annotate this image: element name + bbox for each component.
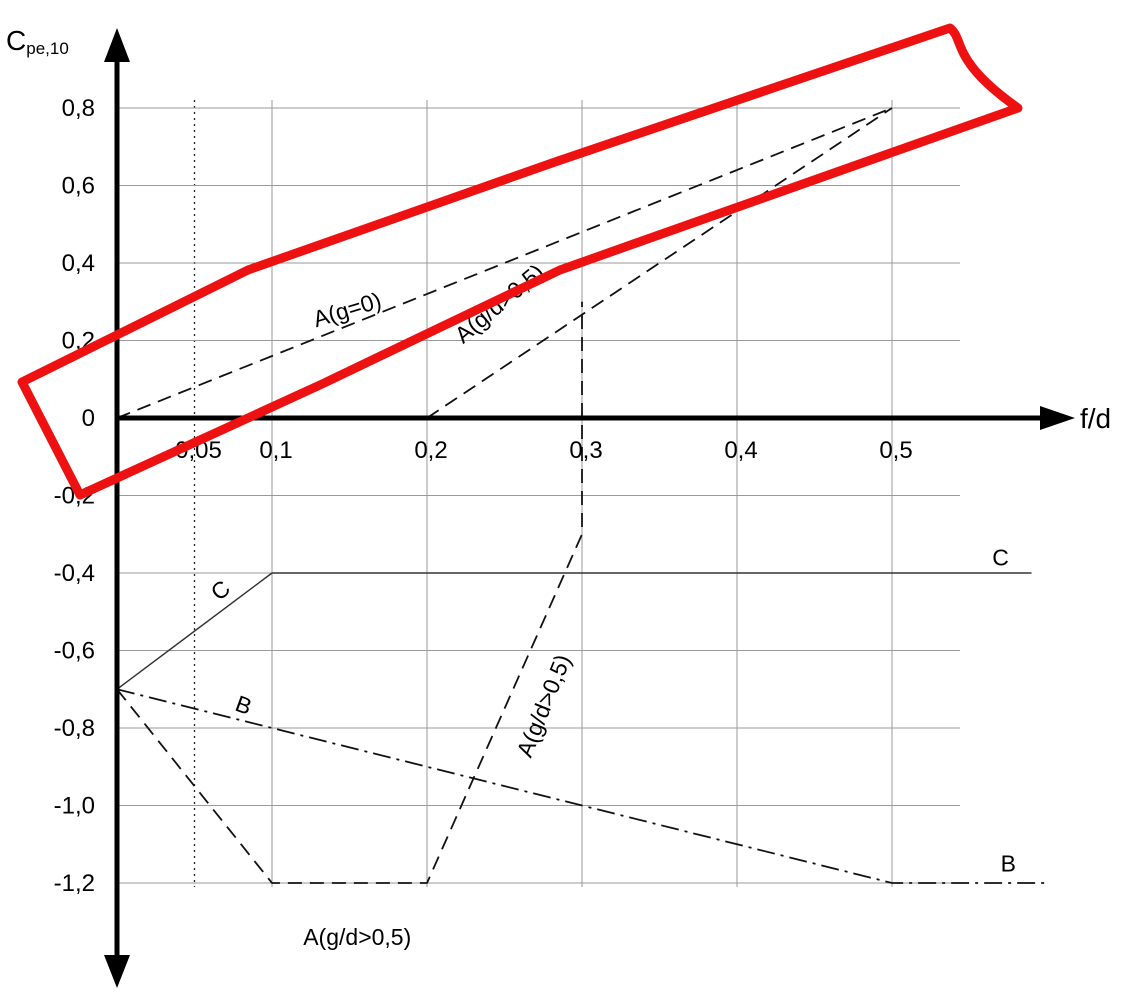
series-group bbox=[116, 107, 1047, 884]
axes bbox=[104, 28, 1075, 988]
curve-label: C bbox=[992, 544, 1009, 570]
highlight-outline bbox=[17, 23, 1023, 500]
y-tick-label: 0,6 bbox=[62, 173, 95, 200]
y-tick-label: -0,8 bbox=[54, 715, 95, 742]
y-axis-arrow-up bbox=[104, 28, 130, 62]
series-line bbox=[426, 107, 893, 419]
x-axis-arrow bbox=[1040, 406, 1075, 430]
y-axis-arrow-down bbox=[104, 955, 130, 988]
y-tick-label: 0 bbox=[82, 405, 95, 432]
y-tick-label: 0,4 bbox=[62, 250, 95, 277]
highlight-annotation bbox=[17, 23, 1023, 500]
curve-label: A(g/d>0,5) bbox=[303, 924, 411, 950]
y-tick-label: -0,4 bbox=[54, 560, 95, 587]
series-line bbox=[116, 107, 893, 419]
curve-label: C bbox=[206, 575, 235, 606]
series-line bbox=[116, 301, 583, 884]
y-tick-label: -0,6 bbox=[54, 638, 95, 665]
x-tick-label: 0,4 bbox=[724, 437, 757, 464]
y-axis-title-main: C bbox=[6, 25, 26, 56]
x-tick-label: 0,3 bbox=[569, 437, 602, 464]
x-tick-label: 0,5 bbox=[879, 437, 912, 464]
y-tick-label: 0,8 bbox=[62, 95, 95, 122]
y-axis-title: Cpe,10 bbox=[6, 25, 69, 58]
curve-label: B bbox=[1001, 850, 1016, 876]
x-tick-label: 0,1 bbox=[259, 437, 292, 464]
grid bbox=[117, 100, 960, 887]
series-line bbox=[116, 688, 1047, 884]
curve-label: A(g/d>0,5) bbox=[511, 651, 576, 761]
x-tick-label: 0,2 bbox=[414, 437, 447, 464]
y-tick-label: -1,2 bbox=[54, 870, 95, 897]
series-line bbox=[116, 572, 1032, 690]
x-axis-title: f/d bbox=[1080, 403, 1111, 434]
y-tick-label: -1,0 bbox=[54, 793, 95, 820]
y-axis-title-sub: pe,10 bbox=[26, 39, 69, 58]
curve-label: B bbox=[232, 690, 255, 720]
